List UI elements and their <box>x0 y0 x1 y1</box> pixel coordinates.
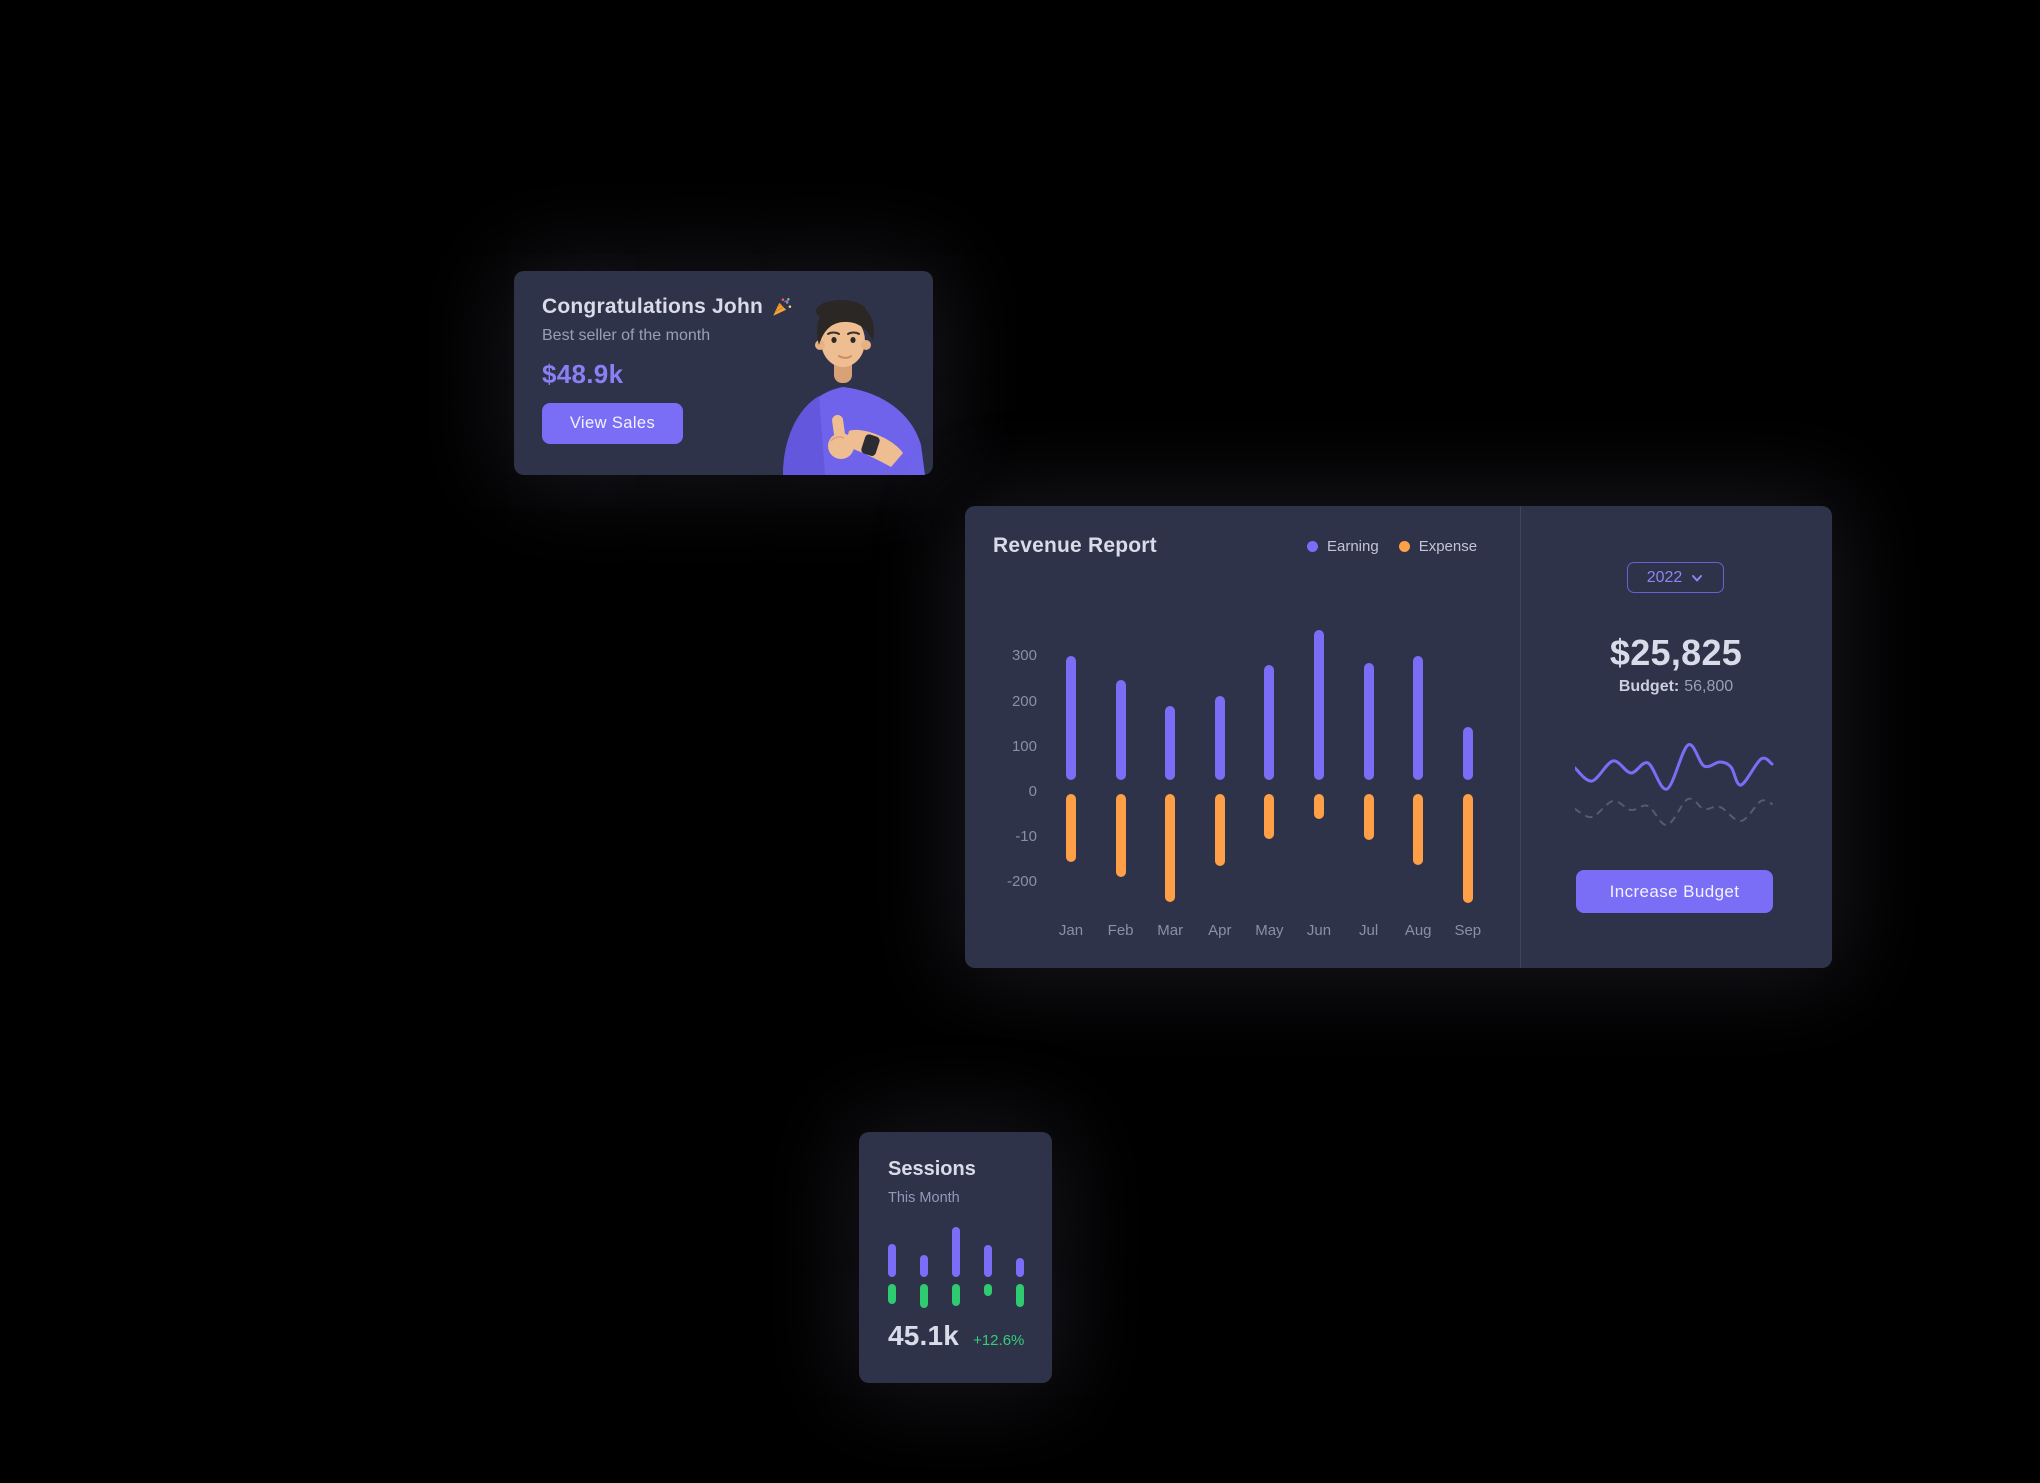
x-axis-label: Apr <box>1208 922 1232 939</box>
person-thumbs-up-illustration <box>783 300 925 475</box>
revenue-amount: $25,825 <box>1609 632 1743 673</box>
x-axis-label: Aug <box>1404 922 1432 939</box>
chevron-down-icon <box>1692 574 1703 581</box>
x-axis-label: Jun <box>1306 922 1332 939</box>
congratulations-amount: $48.9k <box>542 359 624 389</box>
sessions-delta-badge: +12.6% <box>973 1332 1025 1349</box>
expense-bar <box>1115 794 1126 877</box>
x-axis-label: Jan <box>1058 922 1084 939</box>
x-axis-label: Sep <box>1454 922 1482 939</box>
sessions-green-bar <box>1016 1284 1024 1307</box>
sessions-subtitle: This Month <box>888 1190 960 1206</box>
year-dropdown[interactable]: 2022 <box>1627 562 1724 593</box>
sessions-card: Sessions This Month 45.1k +12.6% <box>859 1132 1052 1383</box>
sessions-green-bar <box>984 1284 992 1296</box>
y-axis-label: 100 <box>1011 737 1037 755</box>
earning-bar <box>1462 727 1473 780</box>
sessions-purple-bar <box>920 1255 928 1277</box>
y-axis-label: 300 <box>1011 647 1037 665</box>
x-axis-label: May <box>1255 922 1284 939</box>
budget-label: Budget: <box>1618 678 1680 695</box>
sessions-purple-bar <box>952 1227 960 1277</box>
earning-bar <box>1413 656 1424 780</box>
budget-sparkline-chart <box>1575 743 1774 826</box>
sessions-green-bar <box>920 1284 928 1308</box>
chart-legend: Earning Expense <box>1307 538 1477 555</box>
expense-bar <box>1165 794 1176 902</box>
sessions-green-bar <box>952 1284 960 1306</box>
expense-bar <box>1363 794 1374 840</box>
x-axis-label: Jul <box>1359 922 1379 939</box>
expense-bar <box>1214 794 1225 867</box>
congratulations-subtitle: Best seller of the month <box>542 327 711 344</box>
sessions-mini-chart <box>859 1132 1052 1383</box>
congratulations-title-row: Congratulations John <box>542 295 793 319</box>
expense-legend-dot-icon <box>1398 541 1410 552</box>
sessions-title: Sessions <box>888 1158 976 1180</box>
earning-bar <box>1314 630 1324 780</box>
y-axis-label: 0 <box>1028 783 1037 800</box>
revenue-report-card: Revenue Report Earning Expense 300 200 100… <box>965 506 1832 968</box>
earning-bar <box>1264 664 1275 780</box>
actual-solid-line <box>1575 743 1774 791</box>
year-dropdown-value: 2022 <box>1646 568 1683 586</box>
x-axis-label: Feb <box>1107 922 1134 939</box>
y-axis-label: -10 <box>1015 828 1037 846</box>
earning-legend-dot-icon <box>1307 541 1318 552</box>
sessions-value: 45.1k <box>888 1320 960 1351</box>
earning-bar <box>1066 656 1076 780</box>
increase-budget-button[interactable]: Increase Budget <box>1576 870 1773 913</box>
best-seller-illustration <box>779 299 931 475</box>
view-sales-button[interactable]: View Sales <box>542 403 683 444</box>
revenue-report-title: Revenue Report <box>993 534 1157 557</box>
sessions-value-row: 45.1k +12.6% <box>888 1320 1024 1352</box>
expense-bar <box>1413 794 1424 865</box>
revenue-bar-chart: 300 200 100 0 -10 -200 Jan Feb Mar Apr May Jun Jul Au… <box>965 506 1832 968</box>
budget-value: 56,800 <box>1684 678 1734 695</box>
party-popper-icon <box>773 298 792 316</box>
earning-bar <box>1363 662 1374 780</box>
earning-bar <box>1165 706 1176 780</box>
budget-dashed-line <box>1575 797 1773 826</box>
x-axis-label: Mar <box>1157 922 1184 939</box>
expense-bar <box>1314 794 1324 820</box>
congratulations-title: Congratulations John <box>542 295 763 318</box>
congratulations-card: Congratulations John Best seller of the … <box>514 271 933 475</box>
sessions-purple-bar <box>984 1245 992 1277</box>
sessions-purple-bar <box>888 1244 896 1277</box>
sessions-purple-bar <box>1016 1258 1024 1277</box>
expense-bar <box>1462 794 1473 903</box>
sessions-green-bar <box>888 1284 896 1304</box>
legend-item-expense[interactable]: Expense <box>1398 538 1478 555</box>
earning-bar <box>1115 679 1126 780</box>
y-axis-label: 200 <box>1011 692 1037 710</box>
expense-bar <box>1264 794 1275 840</box>
budget-line: Budget: 56,800 <box>1520 678 1832 696</box>
expense-bar <box>1066 794 1076 862</box>
earning-bar <box>1214 696 1225 780</box>
y-axis-label: -200 <box>1006 873 1037 891</box>
vertical-divider <box>1520 506 1521 968</box>
earning-legend-label: Earning <box>1327 538 1379 555</box>
expense-legend-label: Expense <box>1418 538 1478 555</box>
legend-item-earning[interactable]: Earning <box>1307 538 1379 555</box>
